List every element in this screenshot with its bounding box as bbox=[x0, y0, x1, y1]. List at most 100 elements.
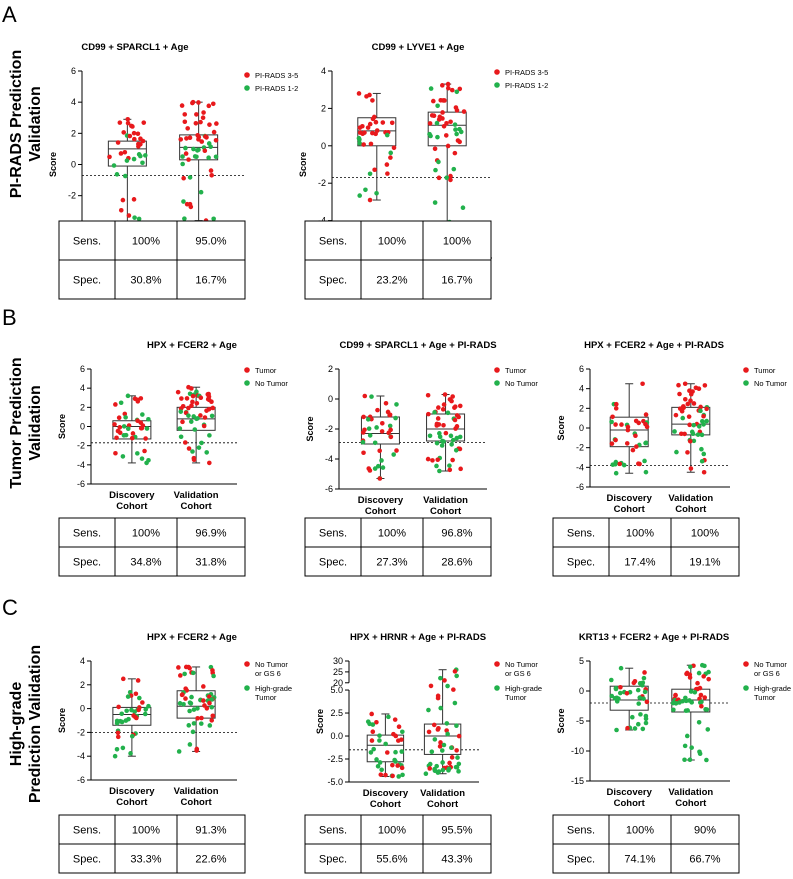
category-label: Cohort bbox=[614, 504, 646, 515]
point-green bbox=[688, 689, 694, 694]
point-red bbox=[394, 448, 399, 453]
point-green bbox=[209, 704, 215, 710]
point-green bbox=[434, 440, 440, 446]
y-tick-label: 4 bbox=[71, 97, 76, 107]
point-red bbox=[441, 422, 446, 428]
point-green bbox=[211, 673, 216, 679]
chart-2: CD99 + LYVE1 + Age-6-4-2024ScoreDiscover… bbox=[298, 42, 548, 300]
y-tick-label: 0 bbox=[80, 422, 85, 432]
point-green bbox=[393, 415, 398, 421]
point-green bbox=[636, 701, 642, 706]
category-label: Cohort bbox=[430, 506, 462, 517]
point-red bbox=[112, 422, 117, 427]
category-label: Validation bbox=[174, 786, 219, 797]
point-red bbox=[431, 113, 437, 119]
point-red bbox=[129, 435, 135, 441]
legend-marker bbox=[743, 685, 749, 691]
point-green bbox=[124, 708, 129, 714]
category-label: Discovery bbox=[363, 788, 409, 799]
table-cell: 91.3% bbox=[195, 825, 226, 837]
point-green bbox=[454, 673, 459, 679]
point-red bbox=[456, 414, 461, 420]
point-green bbox=[372, 466, 378, 471]
point-green bbox=[119, 719, 125, 725]
point-red bbox=[698, 404, 703, 410]
category-label: Cohort bbox=[181, 797, 213, 808]
point-green bbox=[451, 166, 457, 172]
point-red bbox=[702, 383, 708, 388]
point-green bbox=[438, 705, 444, 711]
point-green bbox=[365, 417, 371, 422]
point-red bbox=[130, 124, 135, 129]
point-red bbox=[432, 146, 438, 152]
point-green bbox=[112, 753, 118, 759]
point-red bbox=[370, 729, 376, 735]
point-green bbox=[435, 134, 440, 140]
point-red bbox=[117, 120, 123, 125]
table-cell: 100% bbox=[378, 528, 406, 540]
point-green bbox=[140, 160, 145, 166]
point-red bbox=[360, 131, 365, 137]
point-red bbox=[447, 467, 453, 473]
legend-label: Tumor bbox=[754, 693, 776, 702]
point-green bbox=[114, 720, 120, 726]
point-green bbox=[187, 742, 193, 747]
point-red bbox=[445, 143, 451, 149]
point-green bbox=[123, 718, 129, 723]
point-green bbox=[187, 708, 192, 714]
legend-label: Tumor bbox=[505, 366, 527, 375]
point-green bbox=[213, 154, 219, 160]
category-label: Validation bbox=[174, 490, 219, 501]
point-green bbox=[136, 216, 142, 222]
point-red bbox=[428, 683, 434, 689]
point-green bbox=[698, 408, 703, 414]
table-cell: Sens. bbox=[73, 825, 101, 837]
point-green bbox=[683, 698, 689, 704]
y-tick-label: 30 bbox=[333, 656, 343, 666]
point-green bbox=[374, 757, 379, 762]
point-red bbox=[452, 669, 458, 674]
chart-title: CD99 + LYVE1 + Age bbox=[372, 42, 465, 53]
point-red bbox=[361, 450, 366, 456]
point-red bbox=[186, 405, 191, 411]
point-red bbox=[135, 678, 141, 683]
point-green bbox=[697, 700, 703, 705]
point-red bbox=[676, 382, 681, 388]
point-red bbox=[184, 136, 189, 141]
point-red bbox=[642, 670, 647, 675]
y-tick-label: 5 bbox=[579, 656, 584, 666]
point-green bbox=[682, 757, 687, 763]
point-green bbox=[434, 120, 440, 126]
point-green bbox=[367, 433, 373, 438]
point-red bbox=[434, 423, 440, 428]
point-green bbox=[377, 760, 383, 765]
y-axis-title: Score bbox=[556, 415, 566, 440]
point-green bbox=[191, 707, 197, 712]
category-label: Validation bbox=[423, 495, 468, 506]
point-red bbox=[142, 448, 147, 454]
point-red bbox=[617, 461, 623, 467]
point-green bbox=[436, 159, 441, 165]
point-red bbox=[370, 116, 376, 122]
y-tick-label: 2.5 bbox=[330, 708, 343, 718]
point-red bbox=[686, 414, 692, 419]
point-green bbox=[377, 738, 382, 743]
point-green bbox=[453, 447, 459, 453]
point-green bbox=[369, 394, 374, 399]
chart-4: CD99 + SPARCL1 + Age + PI-RADS -6 -4 -2 0 2 Sc… bbox=[304, 340, 538, 577]
point-green bbox=[142, 711, 148, 717]
point-green bbox=[137, 695, 142, 701]
y-tick-label: -2 bbox=[77, 727, 85, 737]
y-tick-label: -4 bbox=[325, 454, 333, 464]
point-green bbox=[609, 693, 615, 699]
point-red bbox=[364, 94, 369, 99]
point-green bbox=[209, 697, 215, 702]
point-green bbox=[426, 707, 431, 713]
legend-marker bbox=[743, 380, 749, 386]
point-red bbox=[209, 399, 214, 405]
legend-item: No Tumor bbox=[743, 379, 787, 388]
point-green bbox=[357, 193, 362, 198]
y-tick-label: 4 bbox=[80, 656, 85, 666]
point-red bbox=[430, 98, 436, 104]
point-red bbox=[188, 204, 194, 210]
